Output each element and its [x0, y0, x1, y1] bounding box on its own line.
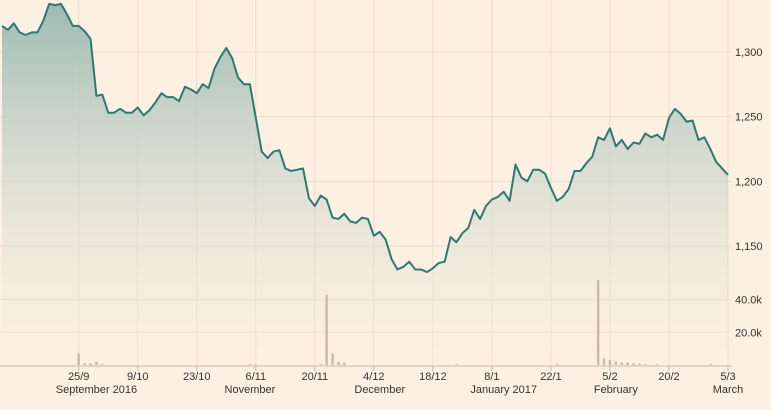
- volume-bar: [331, 353, 334, 365]
- volume-tick-label: 40.0k: [735, 295, 762, 307]
- volume-bar: [95, 361, 98, 365]
- x-tick-label: 23/10: [183, 371, 211, 383]
- volume-bar: [343, 362, 346, 365]
- x-tick-label: 5/3: [720, 371, 735, 383]
- x-period-label: November: [225, 384, 276, 396]
- x-tick-label: 22/1: [540, 371, 561, 383]
- x-tick-label: 4/12: [363, 371, 384, 383]
- x-tick-label: 9/10: [127, 371, 148, 383]
- volume-bar: [655, 364, 659, 365]
- x-period-label: February: [594, 384, 639, 396]
- volume-bar: [254, 364, 257, 365]
- volume-bar: [614, 361, 618, 365]
- y-tick-label: 1,200: [735, 176, 763, 188]
- x-tick-label: 25/9: [68, 371, 89, 383]
- y-tick-label: 1,300: [735, 47, 763, 59]
- price-area-fill: [2, 3, 728, 366]
- volume-bar: [248, 364, 252, 365]
- x-tick-label: 8/1: [484, 371, 499, 383]
- volume-bar: [602, 358, 606, 365]
- volume-bar: [319, 364, 322, 365]
- volume-bar: [596, 280, 600, 365]
- volume-bar: [644, 364, 647, 365]
- volume-bar: [555, 364, 559, 365]
- axes: [0, 365, 732, 371]
- volume-bar: [620, 362, 623, 365]
- volume-bar: [325, 294, 328, 365]
- x-tick-label: 20/11: [301, 371, 328, 383]
- volume-bar: [101, 364, 104, 365]
- x-tick-label: 18/12: [419, 371, 447, 383]
- volume-bar: [455, 364, 458, 365]
- price-line: [1, 2, 729, 274]
- x-period-label: January 2017: [470, 384, 537, 396]
- volume-bar: [709, 364, 712, 365]
- volume-bar: [89, 363, 92, 365]
- volume-bar: [608, 360, 612, 365]
- x-period-label: September 2016: [56, 384, 137, 396]
- volume-bar: [626, 362, 629, 365]
- price-area: [1, 2, 729, 366]
- volume-bar: [77, 353, 80, 365]
- y-tick-label: 1,250: [735, 112, 763, 124]
- volume-bar: [638, 363, 641, 365]
- volume-bars: [77, 280, 712, 365]
- y-tick-label: 1,150: [735, 241, 763, 253]
- x-tick-label: 5/2: [602, 371, 617, 383]
- volume-bar: [337, 361, 340, 365]
- x-tick-label: 20/2: [658, 371, 679, 383]
- volume-bar: [632, 363, 635, 365]
- x-period-label: March: [713, 384, 744, 396]
- tick-labels: 25/9 9/10 23/10 6/11 20/11 4/12 18/12 8/1 22/1 5/…: [56, 47, 763, 396]
- x-period-label: December: [354, 384, 405, 396]
- volume-bar: [83, 363, 86, 365]
- x-tick-label: 6/11: [246, 371, 267, 383]
- volume-tick-label: 20.0k: [735, 327, 762, 339]
